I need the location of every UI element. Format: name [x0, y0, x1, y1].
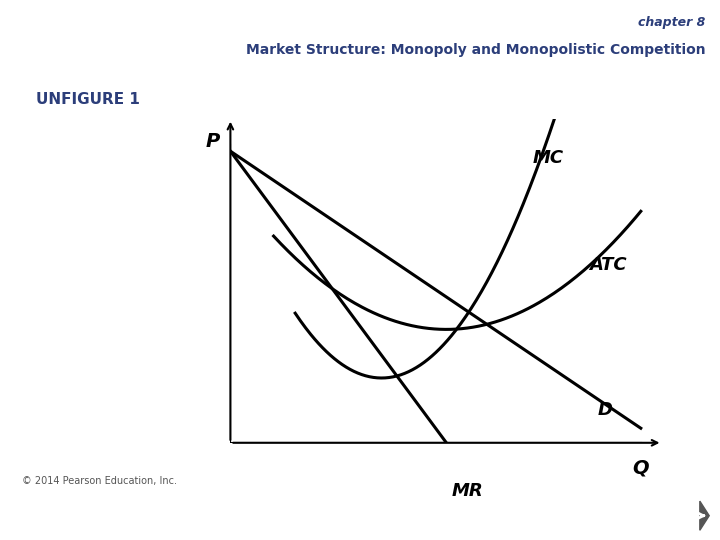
Polygon shape [700, 501, 709, 530]
Text: ATC: ATC [589, 255, 626, 274]
Text: D: D [598, 401, 613, 420]
Text: UNFIGURE 1: UNFIGURE 1 [36, 92, 140, 107]
Text: MR: MR [452, 482, 484, 500]
Text: P: P [206, 132, 220, 151]
Text: chapter 8: chapter 8 [638, 16, 706, 29]
Text: Q: Q [632, 459, 649, 478]
Text: © 2014 Pearson Education, Inc.: © 2014 Pearson Education, Inc. [22, 476, 176, 486]
Text: PEARSON: PEARSON [564, 501, 698, 525]
Text: ALWAYS LEARNING: ALWAYS LEARNING [22, 507, 153, 520]
Text: MC: MC [533, 148, 564, 167]
Text: Market Structure: Monopoly and Monopolistic Competition: Market Structure: Monopoly and Monopolis… [246, 43, 706, 57]
